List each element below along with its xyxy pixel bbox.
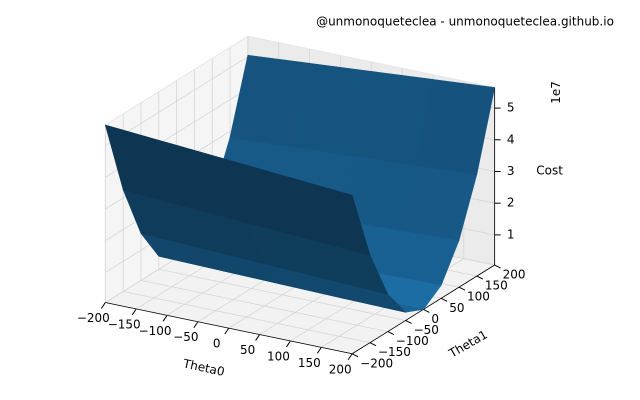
- x-tick-label: −150: [108, 317, 141, 331]
- y-axis-label: Theta1: [446, 327, 490, 361]
- tick-mark: [347, 353, 353, 361]
- grid-line: [158, 268, 406, 321]
- z-axis-label: Cost: [536, 164, 563, 178]
- y-tick-label: −200: [360, 356, 393, 370]
- grid-line: [140, 279, 388, 332]
- x-axis-label: Theta0: [181, 356, 226, 379]
- tick-mark: [286, 340, 291, 348]
- x-tick-label: 100: [267, 349, 290, 363]
- tick-mark: [100, 302, 106, 309]
- tick-mark: [458, 286, 466, 291]
- x-tick-label: −50: [173, 330, 198, 344]
- y-tick-label: −150: [378, 345, 411, 359]
- tick-mark: [193, 321, 199, 329]
- y-tick-label: −100: [396, 334, 429, 348]
- tick-mark: [476, 275, 484, 280]
- tick-mark: [440, 297, 448, 302]
- tick-mark: [316, 347, 322, 354]
- z-tick-label: 5: [507, 101, 515, 115]
- y-tick-label: 200: [503, 268, 526, 282]
- z-offset-label: 1e7: [549, 81, 563, 104]
- tick-mark: [131, 308, 137, 316]
- grid-line: [123, 291, 371, 344]
- x-tick-label: −100: [139, 324, 172, 338]
- chart-title: @unmonoqueteclea - unmonoqueteclea.githu…: [316, 15, 614, 29]
- tick-mark: [494, 264, 501, 269]
- x-tick-label: −200: [77, 311, 110, 325]
- tick-mark: [369, 342, 377, 347]
- x-tick-label: 0: [213, 337, 221, 351]
- grid-line: [105, 56, 249, 146]
- y-tick-label: 50: [449, 301, 464, 315]
- z-tick-label: 2: [507, 196, 515, 210]
- tick-mark: [423, 308, 430, 313]
- tick-mark: [387, 331, 395, 336]
- surface-patch: [414, 79, 496, 175]
- x-tick-label: 150: [298, 356, 321, 370]
- x-tick-label: 200: [329, 362, 352, 376]
- y-tick-label: 150: [485, 279, 508, 293]
- y-tick-label: −50: [414, 323, 439, 337]
- x-tick-label: 50: [240, 343, 255, 357]
- z-tick-label: 1: [507, 227, 515, 241]
- tick-mark: [255, 334, 261, 341]
- y-tick-label: 0: [431, 312, 439, 326]
- tick-mark: [224, 327, 230, 335]
- z-tick-label: 4: [507, 132, 515, 146]
- x-axis-line: [105, 302, 353, 355]
- y-tick-label: 100: [467, 290, 490, 304]
- z-tick-label: 3: [507, 164, 515, 178]
- tick-mark: [405, 320, 412, 324]
- tick-mark: [351, 353, 359, 358]
- surface-patch: [290, 177, 371, 256]
- tick-mark: [162, 315, 168, 322]
